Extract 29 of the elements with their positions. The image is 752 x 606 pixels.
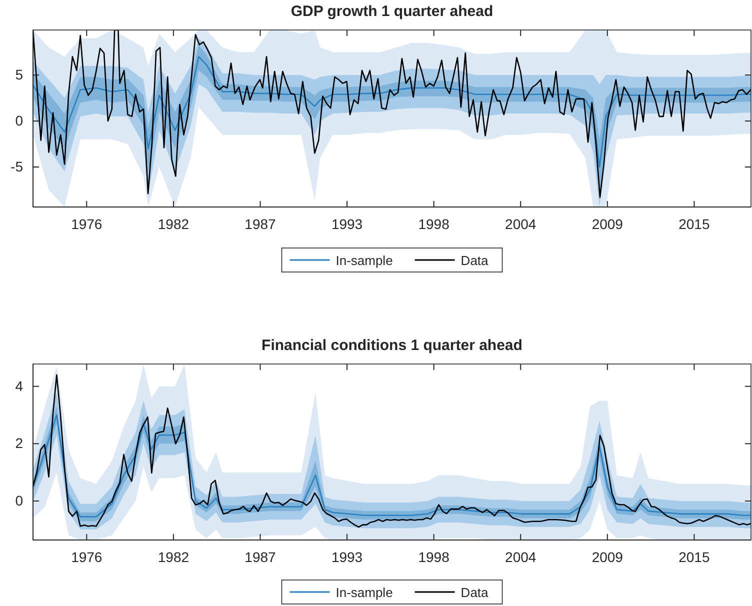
- legend-label: In-sample: [336, 585, 393, 600]
- x-tick-label: 2009: [592, 548, 624, 565]
- x-tick-label: 1976: [71, 548, 102, 565]
- x-tick-label: 1993: [331, 216, 363, 232]
- y-tick-label: -5: [10, 158, 24, 174]
- x-tick-label: 1976: [71, 216, 102, 232]
- y-tick-label: 2: [15, 435, 24, 452]
- y-tick-label: 0: [15, 492, 24, 508]
- y-tick-label: 5: [15, 66, 24, 83]
- chart-title: Financial conditions 1 quarter ahead: [262, 337, 522, 354]
- legend-label: In-sample: [336, 253, 393, 268]
- x-tick-label: 1987: [244, 548, 276, 565]
- x-tick-label: 1993: [331, 548, 363, 565]
- x-tick-label: 2004: [505, 216, 536, 232]
- x-tick-label: 2009: [592, 216, 624, 232]
- x-tick-label: 1982: [158, 216, 190, 232]
- x-tick-label: 1998: [418, 548, 450, 565]
- x-tick-label: 1998: [418, 216, 450, 232]
- chart-title: GDP growth 1 quarter ahead: [290, 3, 494, 20]
- line-series: [33, 56, 751, 168]
- x-tick-label: 2015: [678, 216, 710, 232]
- legend-label: Data: [460, 253, 490, 268]
- x-tick-label: 1987: [244, 216, 276, 232]
- legend-label: Data: [460, 585, 490, 600]
- x-tick-label: 2004: [505, 548, 536, 565]
- y-tick-label: 0: [15, 112, 24, 129]
- y-tick-label: 4: [15, 378, 24, 394]
- x-tick-label: 1982: [158, 548, 190, 565]
- x-tick-label: 2015: [678, 548, 710, 565]
